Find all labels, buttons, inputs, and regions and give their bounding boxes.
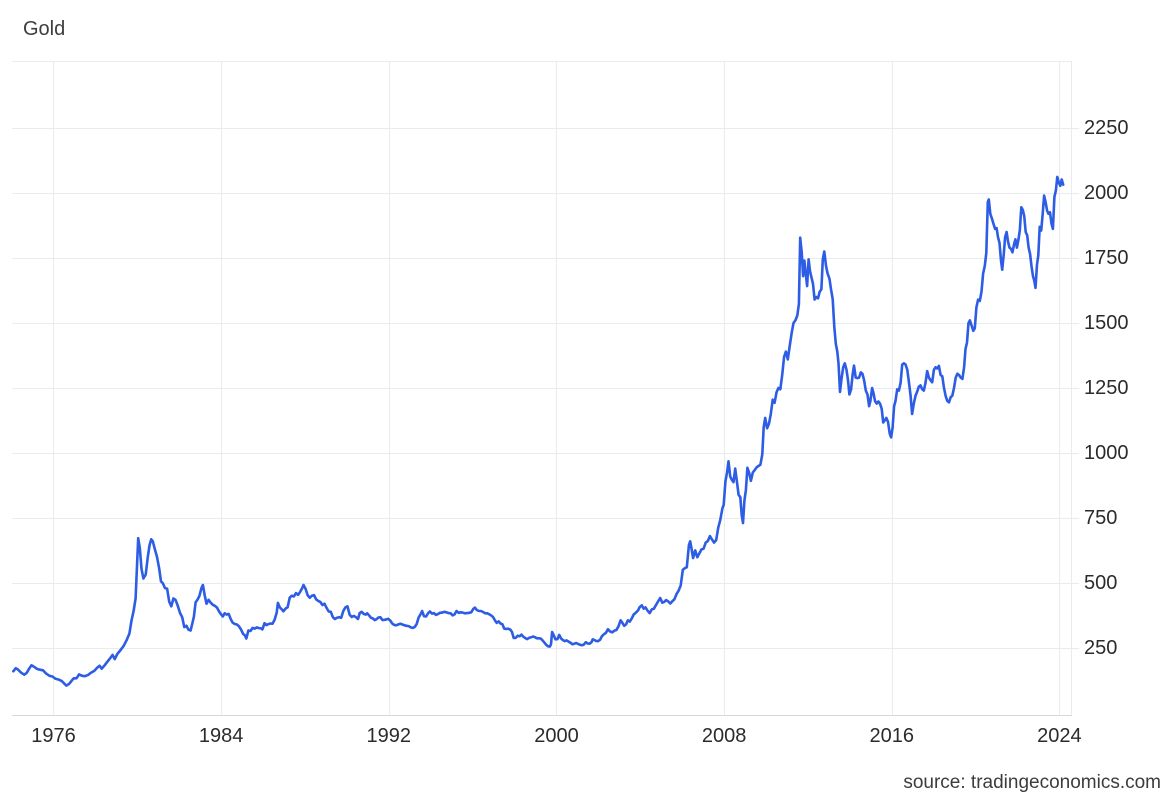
gold-price-line (12, 175, 1065, 687)
x-axis-tick-label: 2016 (869, 725, 915, 747)
price-line-chart[interactable] (12, 61, 1079, 716)
y-axis-tick-label: 1000 (1084, 441, 1129, 464)
y-axis-tick-label: 750 (1084, 506, 1118, 529)
chart-title: Gold (23, 18, 66, 40)
y-axis-tick-label: 1750 (1084, 247, 1129, 270)
x-axis-tick-label: 1984 (198, 725, 244, 747)
x-axis-tick-label: 1976 (31, 725, 76, 747)
y-axis-tick-label: 1500 (1084, 312, 1129, 334)
chart-plot-area[interactable] (12, 61, 1079, 716)
y-axis-tick-label: 2250 (1084, 117, 1129, 140)
source-attribution: source: tradingeconomics.com (903, 772, 1161, 793)
y-axis-tick-label: 500 (1084, 571, 1118, 594)
y-axis-tick-label: 1250 (1084, 376, 1129, 399)
x-axis-tick-label: 1992 (366, 725, 412, 747)
y-axis-tick-label: 250 (1084, 636, 1118, 659)
x-axis-tick-label: 2000 (534, 725, 579, 747)
x-axis-tick-label: 2024 (1037, 725, 1082, 747)
x-axis-tick-label: 2008 (701, 725, 747, 747)
y-axis-tick-label: 2000 (1084, 182, 1129, 205)
